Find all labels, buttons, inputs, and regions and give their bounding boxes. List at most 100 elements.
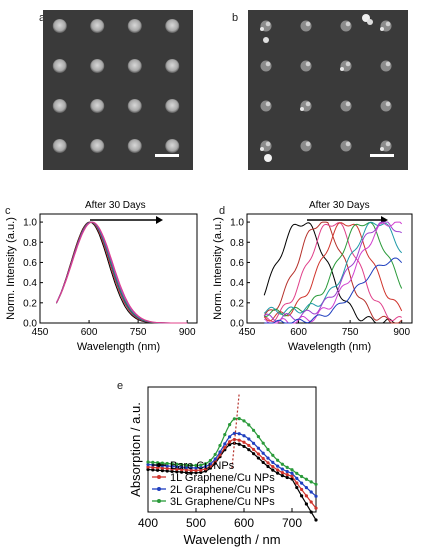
nanoparticle bbox=[165, 99, 180, 113]
data-point bbox=[160, 466, 164, 470]
nanoparticle-highlight bbox=[385, 21, 391, 27]
data-point bbox=[165, 466, 169, 471]
data-point bbox=[228, 435, 232, 439]
nanoparticle bbox=[300, 140, 312, 152]
data-point bbox=[199, 468, 203, 472]
series-line bbox=[55, 221, 188, 324]
nanoparticle bbox=[300, 20, 312, 32]
nanoparticle-highlight bbox=[385, 141, 391, 147]
data-point bbox=[199, 466, 203, 470]
nanoparticle-highlight bbox=[345, 141, 351, 147]
data-point bbox=[261, 441, 265, 445]
legend-entry: 3L Graphene/Cu NPs bbox=[170, 496, 275, 508]
nanoparticle bbox=[260, 100, 272, 112]
data-point bbox=[194, 463, 198, 467]
plot-frame bbox=[246, 213, 413, 324]
data-point bbox=[300, 481, 304, 485]
data-point bbox=[314, 518, 318, 522]
data-point bbox=[199, 470, 203, 474]
series-line bbox=[55, 221, 188, 324]
data-point bbox=[204, 462, 208, 466]
peak-marker bbox=[231, 393, 240, 469]
data-point bbox=[261, 460, 265, 465]
x-tick-label: 900 bbox=[179, 327, 196, 338]
data-point bbox=[175, 462, 179, 466]
data-point bbox=[165, 469, 169, 473]
data-point bbox=[146, 460, 150, 464]
data-point bbox=[242, 440, 246, 444]
data-point bbox=[165, 464, 169, 468]
nanoparticle-highlight bbox=[265, 141, 271, 147]
data-point bbox=[300, 474, 304, 479]
data-point bbox=[228, 423, 232, 427]
data-point bbox=[256, 435, 260, 439]
nanoparticle-highlight bbox=[345, 61, 351, 67]
x-tick-label: 600 bbox=[234, 516, 254, 530]
data-point bbox=[276, 471, 280, 475]
data-point bbox=[252, 441, 256, 445]
data-point bbox=[261, 451, 265, 455]
data-point bbox=[160, 461, 164, 465]
x-tick-label: 500 bbox=[186, 516, 206, 530]
nanoparticle-highlight bbox=[265, 61, 271, 67]
y-tick-label: 1.0 bbox=[23, 218, 37, 229]
data-point bbox=[151, 468, 155, 472]
nanoparticle-highlight bbox=[305, 21, 311, 27]
data-point bbox=[170, 467, 174, 471]
x-tick-label: 600 bbox=[81, 327, 98, 338]
data-point bbox=[156, 466, 160, 470]
data-point bbox=[180, 468, 184, 472]
data-point bbox=[295, 481, 299, 485]
series-line bbox=[263, 222, 402, 324]
data-point bbox=[199, 463, 203, 467]
legend-marker bbox=[157, 463, 161, 467]
data-point bbox=[194, 466, 198, 470]
nanoparticle bbox=[127, 19, 142, 33]
data-point bbox=[271, 468, 275, 472]
nanoparticle-highlight bbox=[305, 101, 311, 107]
plot-frame bbox=[39, 213, 198, 324]
nanoparticle bbox=[90, 59, 105, 73]
data-point bbox=[208, 458, 212, 463]
plot-frame bbox=[147, 386, 317, 513]
x-tick-label: 450 bbox=[32, 327, 49, 338]
data-point bbox=[180, 463, 184, 467]
series-line bbox=[55, 221, 188, 324]
nanoparticle-highlight bbox=[305, 61, 311, 67]
legend-marker bbox=[157, 499, 161, 503]
data-point bbox=[309, 490, 313, 494]
debris-particle bbox=[260, 147, 264, 151]
data-point bbox=[242, 419, 246, 423]
data-point bbox=[304, 494, 308, 498]
nanoparticle bbox=[90, 19, 105, 33]
data-point bbox=[280, 467, 284, 471]
data-point bbox=[309, 510, 313, 514]
x-tick-label: 450 bbox=[239, 327, 256, 338]
data-point bbox=[290, 474, 294, 478]
data-point bbox=[146, 465, 150, 469]
data-point bbox=[184, 470, 188, 475]
data-point bbox=[266, 447, 270, 452]
nanoparticle bbox=[127, 99, 142, 113]
data-point bbox=[300, 494, 304, 498]
data-point bbox=[276, 468, 280, 472]
data-point bbox=[280, 462, 284, 466]
data-point bbox=[285, 465, 289, 469]
annotation-arrow-head bbox=[156, 216, 163, 224]
legend-marker bbox=[157, 475, 161, 479]
data-point bbox=[237, 438, 241, 442]
data-point bbox=[237, 432, 241, 436]
nanoparticle bbox=[165, 59, 180, 73]
data-point bbox=[276, 458, 280, 462]
data-point bbox=[304, 477, 308, 481]
y-axis-label: Absorption / a.u. bbox=[128, 402, 143, 497]
data-point bbox=[314, 506, 318, 510]
data-point bbox=[175, 467, 179, 471]
data-point bbox=[208, 462, 212, 466]
data-point bbox=[295, 471, 299, 475]
x-axis-label: Wavelength (nm) bbox=[77, 341, 160, 353]
x-tick-label: 600 bbox=[290, 327, 307, 338]
data-point bbox=[204, 464, 208, 469]
annotation-label: After 30 Days bbox=[309, 200, 370, 211]
y-tick-label: 0.4 bbox=[23, 278, 37, 289]
